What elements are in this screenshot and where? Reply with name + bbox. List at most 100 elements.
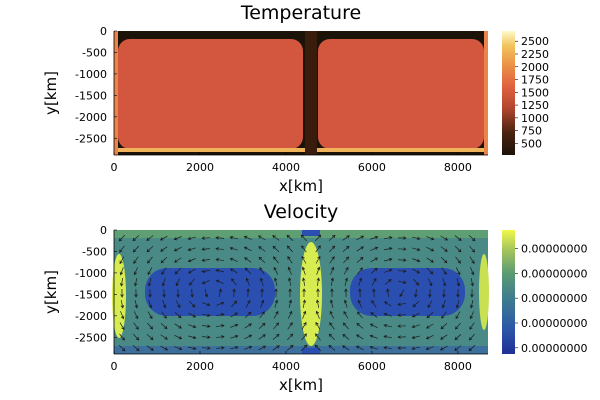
velocity-arrow xyxy=(120,288,124,298)
velocity-arrow xyxy=(356,311,363,319)
velocity-arrow xyxy=(440,235,449,241)
y-tick-label: -2000 xyxy=(75,310,107,323)
velocity-arrow xyxy=(441,267,447,275)
velocity-xlabel: x[km] xyxy=(279,376,323,394)
velocity-colorbar-bar xyxy=(502,230,515,354)
velocity-arrow xyxy=(201,247,211,251)
temperature-bottom-hot-layer xyxy=(118,148,484,152)
colorbar-tick-label: 500 xyxy=(521,137,542,150)
temperature-plume xyxy=(305,31,317,155)
velocity-arrow xyxy=(370,235,379,240)
velocity-arrow xyxy=(384,279,392,285)
velocity-arrow xyxy=(301,245,307,253)
velocity-arrow xyxy=(468,345,476,352)
velocity-arrow xyxy=(201,236,211,240)
velocity-arrow xyxy=(397,280,407,284)
velocity-arrow xyxy=(454,345,462,351)
velocity-arrow xyxy=(442,278,447,287)
velocity-arrow xyxy=(469,311,474,320)
velocity-arrow xyxy=(133,311,139,320)
velocity-arrow xyxy=(399,289,405,298)
velocity-arrow xyxy=(343,256,350,264)
velocity-arrow xyxy=(342,345,350,351)
temperature-interior-left xyxy=(118,39,303,149)
velocity-arrow xyxy=(469,300,474,309)
y-tick-label: -500 xyxy=(82,46,107,59)
velocity-arrow xyxy=(440,334,448,340)
colorbar-tick-label: 0.00000000 xyxy=(521,317,587,330)
velocity-arrow xyxy=(456,278,461,287)
velocity-arrow xyxy=(469,245,476,253)
velocity-colorbar: 0.00000000 0.00000000 0.00000000 0.00000000… xyxy=(502,230,587,355)
temperature-ylabel: y[km] xyxy=(42,71,60,115)
velocity-arrow xyxy=(120,277,124,287)
velocity-arrow xyxy=(229,246,238,251)
velocity-arrow xyxy=(245,299,251,308)
velocity-arrow xyxy=(328,344,336,351)
velocity-arrow xyxy=(215,279,224,285)
velocity-arrow xyxy=(454,245,462,253)
velocity-arrow xyxy=(427,278,433,287)
velocity-arrow xyxy=(133,278,138,287)
velocity-arrow xyxy=(201,269,210,274)
velocity-arrow xyxy=(147,311,153,320)
velocity-arrow xyxy=(162,300,167,309)
velocity-arrow xyxy=(300,344,308,352)
velocity-arrow xyxy=(133,267,138,276)
velocity-heatmap xyxy=(112,230,489,354)
velocity-arrow xyxy=(215,324,225,328)
velocity-arrow xyxy=(315,245,321,253)
velocity-arrow xyxy=(133,322,139,330)
velocity-arrow xyxy=(119,333,125,341)
velocity-arrow xyxy=(328,333,336,341)
velocity-arrow xyxy=(132,245,139,253)
velocity-arrow xyxy=(201,258,211,262)
velocity-arrow xyxy=(427,300,433,309)
x-tick-label: 4000 xyxy=(272,360,300,373)
velocity-arrow xyxy=(302,310,307,319)
velocity-arrow xyxy=(411,346,420,351)
velocity-arrow xyxy=(229,235,238,240)
velocity-arrow xyxy=(162,288,166,298)
velocity-arrow xyxy=(273,277,278,286)
velocity-arrow xyxy=(414,288,418,298)
velocity-arrow xyxy=(176,288,180,298)
velocity-arrow xyxy=(370,257,379,263)
velocity-arrow xyxy=(455,311,461,320)
velocity-arrow xyxy=(146,345,154,351)
velocity-arrow xyxy=(286,234,294,241)
velocity-arrow xyxy=(428,288,432,298)
velocity-arrow xyxy=(468,235,476,242)
velocity-arrow xyxy=(230,268,238,274)
velocity-arrow xyxy=(397,302,407,306)
x-tick-label: 8000 xyxy=(444,360,472,373)
velocity-arrow xyxy=(134,288,138,298)
x-tick-label: 6000 xyxy=(358,161,386,174)
velocity-arrow xyxy=(287,322,293,330)
velocity-arrow xyxy=(187,247,196,252)
velocity-arrow xyxy=(397,269,407,273)
velocity-arrow xyxy=(160,246,168,252)
velocity-arrow xyxy=(411,335,420,340)
velocity-arrow xyxy=(148,300,153,309)
velocity-arrow xyxy=(330,266,335,275)
velocity-arrow xyxy=(215,236,225,240)
velocity-arrow xyxy=(301,266,306,275)
temperature-xlabel: x[km] xyxy=(279,177,323,195)
velocity-arrow xyxy=(370,267,378,274)
velocity-arrow xyxy=(470,288,474,298)
temperature-heatmap xyxy=(114,31,488,155)
temperature-title: Temperature xyxy=(240,2,361,24)
velocity-slow-core-right xyxy=(350,268,465,316)
velocity-arrow xyxy=(202,302,211,307)
x-tick-label: 2000 xyxy=(186,360,214,373)
velocity-arrow xyxy=(259,267,265,275)
velocity-arrow xyxy=(301,321,307,330)
velocity-arrow xyxy=(160,334,168,340)
y-tick-label: -2500 xyxy=(75,132,107,145)
velocity-arrow xyxy=(369,345,378,350)
velocity-arrow xyxy=(188,335,197,340)
velocity-arrow xyxy=(371,277,377,286)
velocity-x-axis: 0 2000 4000 6000 8000 x[km] xyxy=(111,351,488,394)
velocity-arrow xyxy=(147,278,152,287)
